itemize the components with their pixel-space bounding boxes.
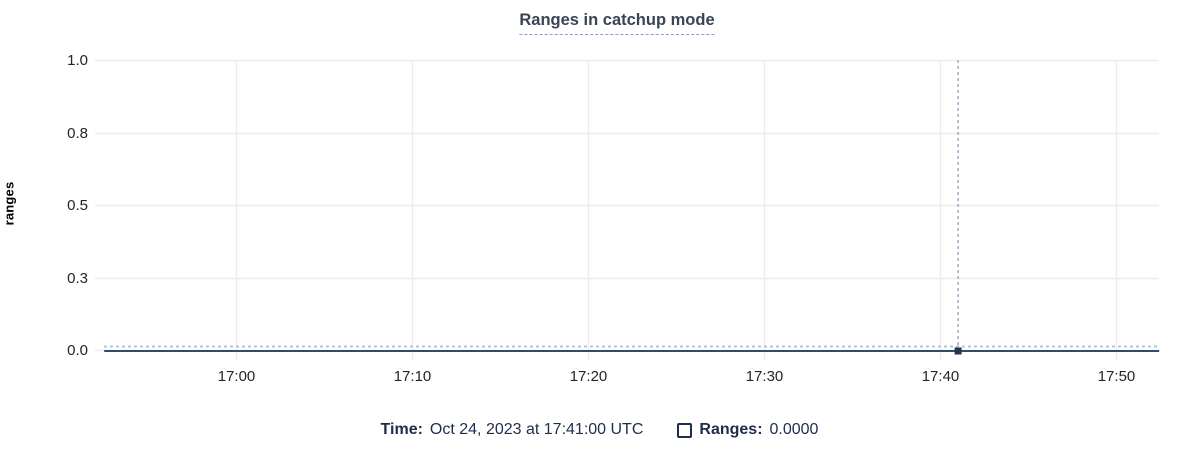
- y-tick-label: 1.0: [67, 51, 88, 69]
- x-tick-label: 17:10: [393, 368, 432, 385]
- legend-series-label: Ranges:: [699, 421, 763, 438]
- legend-time-label: Time:: [380, 421, 423, 438]
- y-tick-label: 0.0: [67, 341, 88, 359]
- y-tick-label: 0.3: [67, 269, 88, 287]
- legend-time: Time: Oct 24, 2023 at 17:41:00 UTC: [381, 421, 644, 439]
- x-tick-label: 17:50: [1097, 368, 1136, 385]
- legend-series-ranges: Ranges: 0.0000: [677, 421, 818, 439]
- x-tick-label: 17:20: [569, 368, 608, 385]
- x-tick-label: 17:00: [217, 368, 256, 385]
- x-tick-label: 17:40: [921, 368, 960, 385]
- chart-title[interactable]: Ranges in catchup mode: [519, 11, 715, 35]
- hover-point: [954, 347, 962, 355]
- y-tick-label: 0.5: [67, 196, 88, 214]
- y-tick-label: 0.8: [67, 124, 88, 142]
- legend-series-value: 0.0000: [769, 421, 819, 438]
- legend-time-value: Oct 24, 2023 at 17:41:00 UTC: [429, 421, 644, 438]
- chart-legend: Time: Oct 24, 2023 at 17:41:00 UTC Range…: [0, 421, 1199, 439]
- series-toggle-checkbox[interactable]: [677, 422, 693, 438]
- x-tick-label: 17:30: [745, 368, 784, 385]
